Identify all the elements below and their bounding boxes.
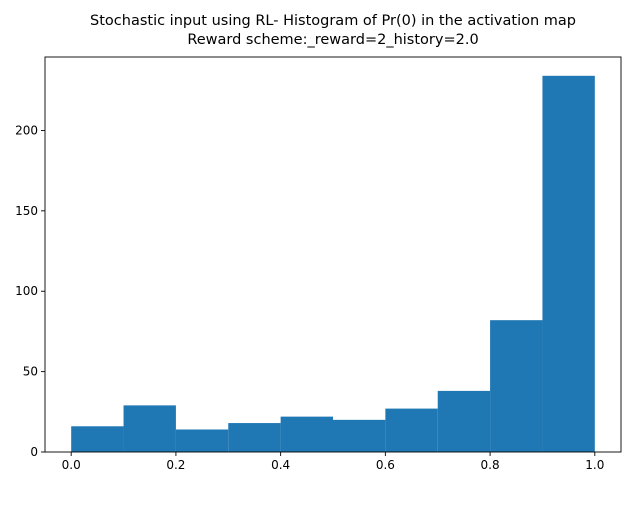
y-tick-label: 50	[23, 365, 38, 379]
histogram-bar	[437, 390, 491, 452]
histogram-bar	[123, 405, 176, 452]
y-tick-label: 0	[30, 445, 38, 459]
histogram-bar	[542, 75, 595, 453]
y-axis-ticks: 0 50 100 150 200	[15, 123, 45, 459]
x-tick-label: 0.0	[62, 458, 81, 472]
y-tick-label: 150	[15, 204, 38, 218]
y-tick-label: 100	[15, 284, 38, 298]
histogram-bar	[490, 320, 543, 452]
histogram-bars	[71, 75, 595, 453]
histogram-bar	[385, 408, 438, 452]
histogram-bar	[333, 419, 386, 452]
x-tick-label: 0.4	[271, 458, 290, 472]
histogram-bar	[228, 423, 281, 452]
axes-spines	[44, 56, 622, 453]
axes-frame	[44, 56, 622, 453]
x-axis-ticks: 0.0 0.2 0.4 0.6 0.8 1.0	[62, 452, 604, 472]
x-tick-label: 1.0	[585, 458, 604, 472]
x-tick-label: 0.2	[166, 458, 185, 472]
histogram-bar	[71, 426, 124, 452]
chart-title-line2: Reward scheme:_reward=2_history=2.0	[187, 32, 478, 48]
histogram-bar	[175, 429, 229, 452]
histogram-bar	[280, 416, 333, 452]
x-tick-label: 0.8	[481, 458, 500, 472]
y-tick-label: 200	[15, 123, 38, 137]
chart-title-line1: Stochastic input using RL- Histogram of …	[90, 13, 576, 29]
x-tick-label: 0.6	[376, 458, 395, 472]
